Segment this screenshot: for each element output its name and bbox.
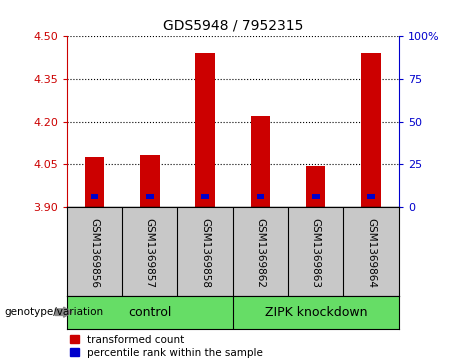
Text: GSM1369856: GSM1369856 bbox=[89, 217, 100, 287]
Text: GSM1369862: GSM1369862 bbox=[255, 217, 266, 287]
Bar bbox=[85, 157, 104, 207]
Bar bbox=[251, 117, 270, 207]
Bar bbox=[146, 194, 154, 199]
Text: genotype/variation: genotype/variation bbox=[5, 307, 104, 317]
Bar bbox=[195, 53, 215, 207]
Text: control: control bbox=[128, 306, 171, 319]
Bar bbox=[257, 194, 264, 199]
Bar bbox=[361, 53, 381, 207]
Text: GSM1369858: GSM1369858 bbox=[200, 217, 210, 287]
Title: GDS5948 / 7952315: GDS5948 / 7952315 bbox=[163, 19, 303, 32]
Bar bbox=[306, 166, 325, 207]
Legend: transformed count, percentile rank within the sample: transformed count, percentile rank withi… bbox=[70, 335, 263, 358]
Bar bbox=[201, 194, 209, 199]
Text: GSM1369864: GSM1369864 bbox=[366, 217, 376, 287]
Bar bbox=[91, 194, 98, 199]
Text: ZIPK knockdown: ZIPK knockdown bbox=[265, 306, 367, 319]
Bar bbox=[312, 194, 319, 199]
Bar bbox=[140, 155, 160, 207]
Text: GSM1369863: GSM1369863 bbox=[311, 217, 321, 287]
Text: GSM1369857: GSM1369857 bbox=[145, 217, 155, 287]
Bar bbox=[367, 194, 375, 199]
